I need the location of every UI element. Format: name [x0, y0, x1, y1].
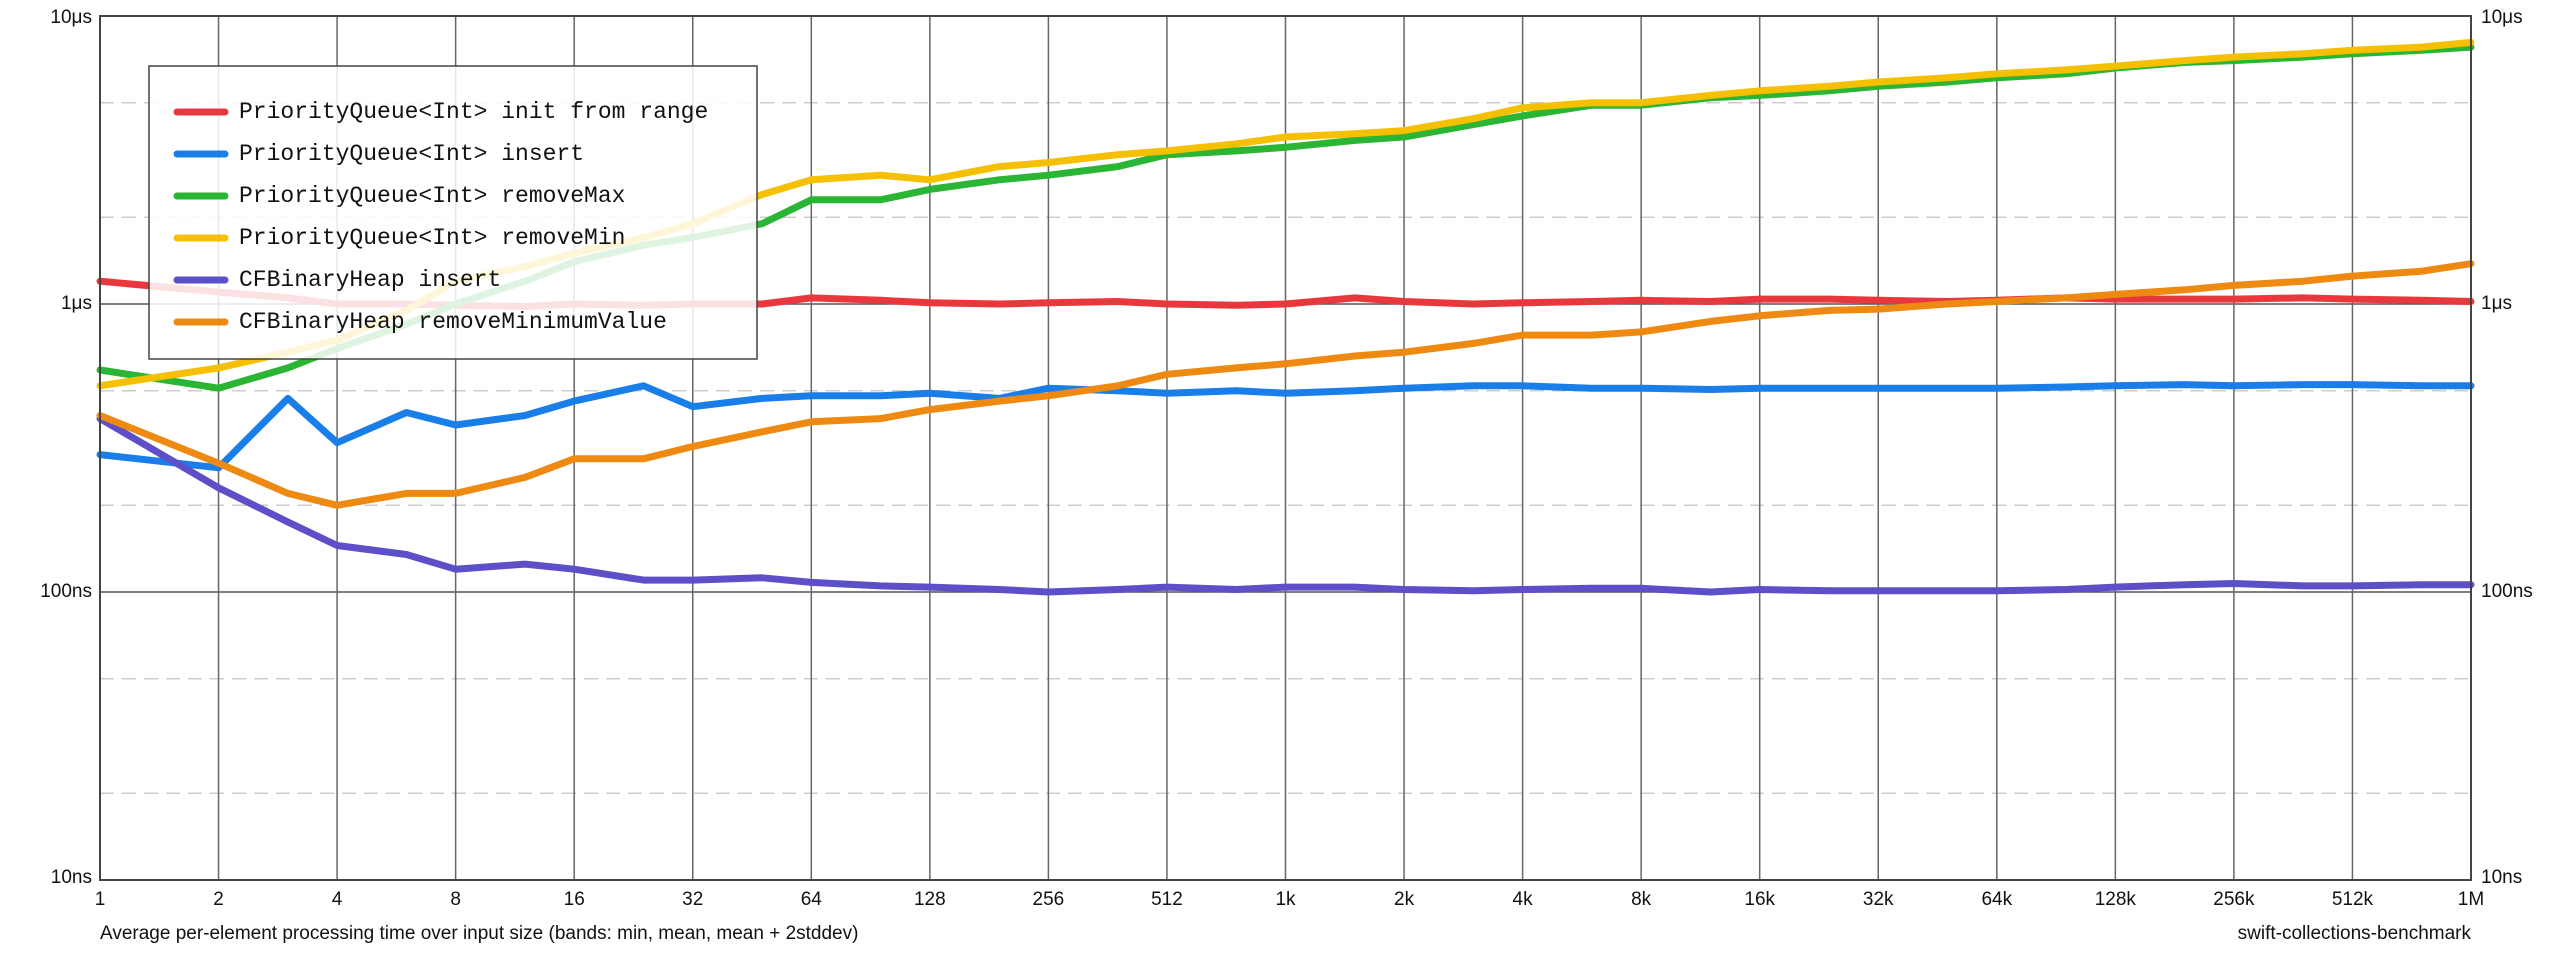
- y-tick-label: 100ns: [40, 581, 92, 602]
- x-tick-label: 128k: [2095, 889, 2137, 910]
- y-tick-label: 10μs: [50, 7, 92, 28]
- x-tick-label: 2: [213, 889, 224, 910]
- legend-label: CFBinaryHeap removeMinimumValue: [239, 309, 667, 335]
- y-tick-label-right: 1μs: [2481, 293, 2512, 314]
- legend-label: PriorityQueue<Int> removeMax: [239, 183, 625, 209]
- x-tick-label: 1: [95, 889, 106, 910]
- series-line: [96, 381, 2475, 472]
- plot-frame: [99, 15, 2472, 881]
- x-tick-label: 8k: [1631, 889, 1652, 910]
- y-tick-label-right: 10ns: [2481, 867, 2522, 888]
- y-tick-label: 1μs: [61, 293, 92, 314]
- x-tick-label: 256: [1033, 889, 1065, 910]
- series-line: [96, 260, 2475, 509]
- legend: PriorityQueue<Int> init from range Priori…: [148, 65, 758, 360]
- x-tick-label: 16k: [1744, 889, 1775, 910]
- source-label: swift-collections-benchmark: [2238, 923, 2472, 944]
- x-tick-label: 512: [1151, 889, 1183, 910]
- x-tick-label: 128: [914, 889, 946, 910]
- legend-box: [148, 65, 758, 360]
- x-tick-label: 256k: [2213, 889, 2255, 910]
- x-tick-label: 2k: [1394, 889, 1415, 910]
- series-line: [96, 415, 2475, 596]
- x-tick-label: 16: [564, 889, 585, 910]
- legend-label: PriorityQueue<Int> removeMin: [239, 225, 625, 251]
- legend-label: CFBinaryHeap insert: [239, 267, 501, 293]
- x-tick-label: 4k: [1513, 889, 1534, 910]
- legend-label: PriorityQueue<Int> insert: [239, 141, 584, 167]
- x-tick-label: 32: [682, 889, 703, 910]
- x-tick-label: 8: [450, 889, 461, 910]
- y-tick-label: 10ns: [51, 867, 92, 888]
- y-tick-label-right: 100ns: [2481, 581, 2533, 602]
- y-tick-label-right: 10μs: [2481, 7, 2523, 28]
- legend-label: PriorityQueue<Int> init from range: [239, 99, 708, 125]
- x-tick-label: 64: [801, 889, 823, 910]
- x-tick-label: 64k: [1981, 889, 2012, 910]
- x-tick-label: 1k: [1275, 889, 1296, 910]
- x-axis-label: Average per-element processing time over…: [100, 923, 858, 944]
- x-tick-label: 1M: [2458, 889, 2484, 910]
- x-tick-label: 4: [332, 889, 343, 910]
- x-tick-label: 512k: [2332, 889, 2374, 910]
- x-tick-label: 32k: [1863, 889, 1894, 910]
